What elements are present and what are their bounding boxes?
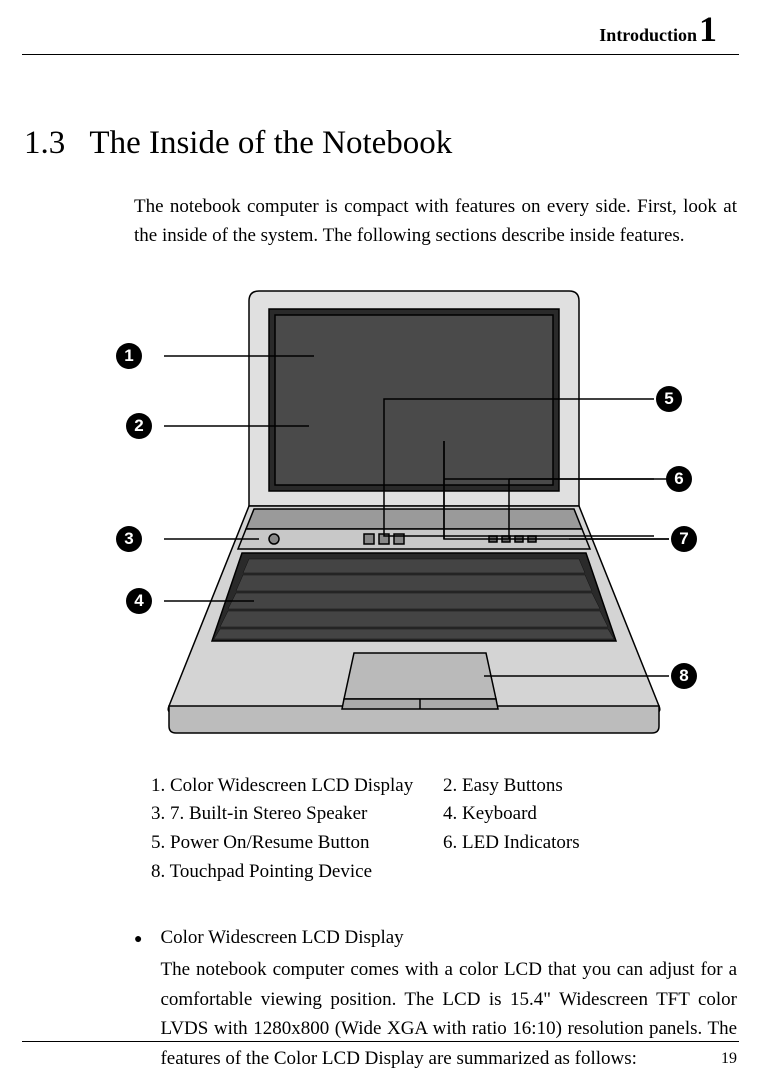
footer-rule <box>22 1041 739 1042</box>
feature-3-7: 3. 7. Built-in Stereo Speaker <box>151 801 441 828</box>
page-header: Introduction 1 <box>22 0 739 55</box>
feature-6: 6. LED Indicators <box>443 830 600 857</box>
bullet-item: ● Color Widescreen LCD Display The noteb… <box>134 927 737 1073</box>
section-heading: 1.3 The Inside of the Notebook <box>24 125 737 162</box>
bullet-icon: ● <box>134 932 142 948</box>
callout-1: 1 <box>116 343 142 369</box>
laptop-illustration <box>164 281 684 751</box>
callout-3: 3 <box>116 526 142 552</box>
chapter-title: Introduction <box>599 25 697 46</box>
callout-num-7: 7 <box>671 526 697 552</box>
callout-num-6: 6 <box>666 466 692 492</box>
feature-legend: 1. Color Widescreen LCD Display 2. Easy … <box>149 771 602 887</box>
feature-2: 2. Easy Buttons <box>443 773 600 800</box>
section-number: 1.3 <box>24 125 65 161</box>
section-title: The Inside of the Notebook <box>89 125 452 161</box>
page-content: 1.3 The Inside of the Notebook The noteb… <box>0 125 761 1073</box>
callout-2: 2 <box>126 413 152 439</box>
callout-num-8: 8 <box>671 663 697 689</box>
callout-num-1: 1 <box>116 343 142 369</box>
feature-5: 5. Power On/Resume Button <box>151 830 441 857</box>
bullet-section: ● Color Widescreen LCD Display The noteb… <box>134 927 737 1073</box>
callout-6: 6 <box>666 466 692 492</box>
feature-1: 1. Color Widescreen LCD Display <box>151 773 441 800</box>
feature-blank <box>443 859 600 886</box>
bullet-title: Color Widescreen LCD Display <box>160 927 737 949</box>
page-number: 19 <box>721 1050 737 1068</box>
callout-num-5: 5 <box>656 386 682 412</box>
feature-4: 4. Keyboard <box>443 801 600 828</box>
bullet-body: The notebook computer comes with a color… <box>160 955 737 1073</box>
chapter-number: 1 <box>699 8 717 50</box>
callout-4: 4 <box>126 588 152 614</box>
callout-num-4: 4 <box>126 588 152 614</box>
callout-5: 5 <box>656 386 682 412</box>
bullet-content: Color Widescreen LCD Display The noteboo… <box>160 927 737 1073</box>
callout-8: 8 <box>671 663 697 689</box>
feature-8: 8. Touchpad Pointing Device <box>151 859 441 886</box>
callout-7: 7 <box>671 526 697 552</box>
callout-num-2: 2 <box>126 413 152 439</box>
laptop-diagram: 1 2 3 4 5 6 7 8 <box>164 281 684 751</box>
intro-paragraph: The notebook computer is compact with fe… <box>134 192 737 251</box>
callout-num-3: 3 <box>116 526 142 552</box>
